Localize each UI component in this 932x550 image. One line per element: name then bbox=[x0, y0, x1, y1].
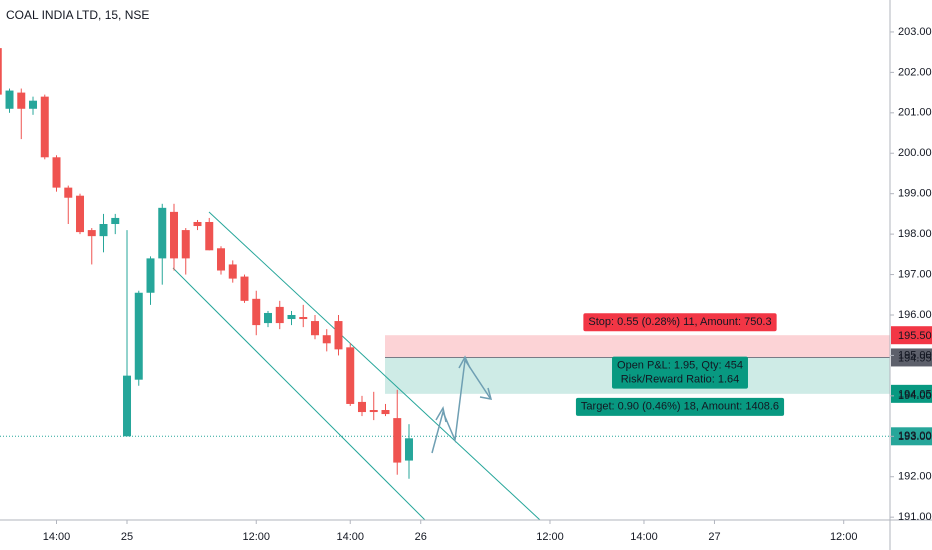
candle-body bbox=[322, 335, 331, 344]
annotation: Stop: 0.55 (0.28%) 11, Amount: 750.3 bbox=[583, 313, 777, 332]
y-tick-label: 197.00 bbox=[898, 268, 932, 280]
axis-marker-label: 193.00 bbox=[898, 431, 932, 443]
overlay: 195.50 194.95 194.05 193.00 Stop: 0.55 (0.28… bbox=[575, 313, 932, 446]
y-tick-label: 194.00 bbox=[898, 390, 932, 402]
x-tick-label: 12:00 bbox=[536, 531, 564, 543]
candle-body bbox=[346, 347, 355, 404]
annotation-text: Open P&L: 1.95, Qty: 454 bbox=[617, 360, 743, 372]
candle-body bbox=[228, 264, 237, 279]
annotation-text: Stop: 0.55 (0.28%) 11, Amount: 750.3 bbox=[588, 316, 771, 328]
y-tick-label: 196.00 bbox=[898, 309, 932, 321]
candle-body bbox=[264, 312, 272, 324]
projection-arrow bbox=[431, 355, 493, 454]
candle-body bbox=[334, 321, 343, 350]
arrow-head bbox=[435, 405, 447, 423]
candles bbox=[0, 48, 413, 479]
candle-body bbox=[134, 292, 143, 380]
arrow-path bbox=[431, 357, 491, 454]
candle-body bbox=[29, 100, 38, 109]
axis-marker-label: 195.50 bbox=[898, 330, 932, 342]
y-tick-label: 195.00 bbox=[898, 349, 932, 361]
x-tick-label: 14:00 bbox=[630, 531, 658, 543]
annotation-text: Target: 0.90 (0.46%) 18, Amount: 1408.6 bbox=[581, 401, 779, 413]
arrow-head bbox=[479, 387, 493, 400]
candle-body bbox=[64, 187, 73, 198]
x-tick-label: 12:00 bbox=[242, 531, 270, 543]
annotation-text: Risk/Reward Ratio: 1.64 bbox=[621, 374, 740, 386]
axis-marker bbox=[891, 326, 932, 345]
candle-body bbox=[205, 221, 214, 251]
axis-marker bbox=[891, 427, 932, 446]
x-tick-label: 27 bbox=[708, 531, 720, 543]
candle-body bbox=[299, 317, 308, 320]
y-tick-label: 202.00 bbox=[898, 66, 932, 78]
annotation: Target: 0.90 (0.46%) 18, Amount: 1408.6 bbox=[575, 397, 785, 416]
axis-marker bbox=[891, 348, 932, 367]
y-tick-label: 200.00 bbox=[898, 147, 932, 159]
candle-body bbox=[99, 224, 108, 237]
chart-title: COAL INDIA LTD, 15, NSE bbox=[6, 8, 149, 22]
candle-body bbox=[76, 195, 85, 233]
candle-body bbox=[40, 96, 49, 158]
candle-body bbox=[146, 258, 155, 293]
candle-body bbox=[170, 211, 178, 259]
y-tick-label: 191.00 bbox=[898, 511, 932, 523]
annotation-box bbox=[575, 397, 785, 416]
y-tick-label: 199.00 bbox=[898, 188, 932, 200]
candle-body bbox=[87, 230, 96, 237]
axis-marker bbox=[891, 384, 932, 403]
x-tick-label: 26 bbox=[415, 531, 427, 543]
channel-lower bbox=[172, 267, 426, 521]
axis-marker-label: 194.95 bbox=[898, 352, 932, 364]
candle-body bbox=[217, 248, 225, 271]
candle-body bbox=[158, 207, 167, 259]
y-tick-label: 201.00 bbox=[898, 107, 932, 119]
candle-body bbox=[0, 48, 2, 95]
candle-body bbox=[52, 157, 61, 188]
arrow-head bbox=[458, 355, 471, 369]
candle-body bbox=[181, 230, 190, 259]
candle-body bbox=[311, 321, 319, 336]
candle-body bbox=[275, 306, 284, 324]
annotation-box bbox=[583, 313, 777, 332]
candle-body bbox=[252, 298, 261, 326]
axis-marker-label: 194.05 bbox=[898, 389, 932, 401]
candle-body bbox=[123, 375, 132, 437]
candle-body bbox=[193, 221, 202, 227]
y-tick-label: 193.00 bbox=[898, 430, 932, 442]
channel-upper bbox=[208, 211, 541, 521]
candle-body bbox=[111, 217, 120, 225]
candle-body bbox=[287, 314, 296, 320]
x-tick-label: 12:00 bbox=[830, 531, 858, 543]
candle-body bbox=[404, 438, 413, 461]
x-tick-label: 14:00 bbox=[43, 531, 71, 543]
y-tick-label: 192.00 bbox=[898, 471, 932, 483]
candle-body bbox=[369, 410, 378, 413]
candle-body bbox=[357, 401, 366, 413]
stop-zone bbox=[385, 335, 890, 358]
candle-body bbox=[381, 410, 390, 415]
candle-body bbox=[393, 418, 402, 463]
x-tick-label: 25 bbox=[121, 531, 133, 543]
candle-body bbox=[17, 92, 26, 109]
annotation-box bbox=[612, 356, 748, 389]
x-tick-label: 14:00 bbox=[336, 531, 364, 543]
candle-body bbox=[240, 276, 249, 301]
candle-body bbox=[5, 90, 14, 109]
annotation: Open P&L: 1.95, Qty: 454 Risk/Reward Rati… bbox=[612, 356, 748, 389]
y-tick-label: 198.00 bbox=[898, 228, 932, 240]
y-tick-label: 203.00 bbox=[898, 26, 932, 38]
